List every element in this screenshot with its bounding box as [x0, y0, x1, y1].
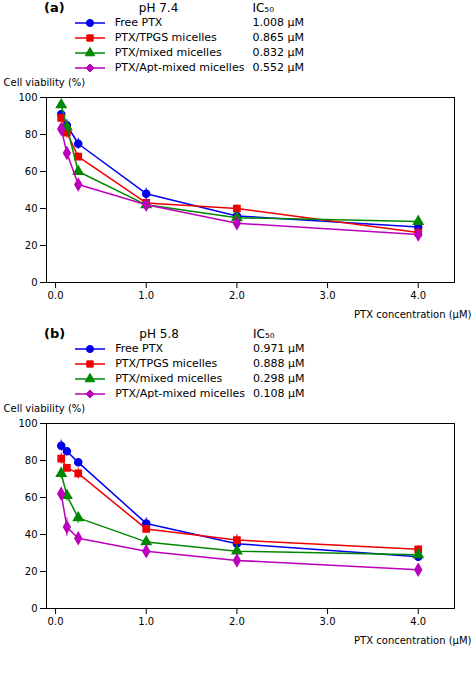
svg-text:1.0: 1.0 [138, 616, 154, 627]
html-text:0.888 μM: 0.888 μM [253, 357, 305, 370]
svg-text:0: 0 [31, 277, 37, 288]
svg-text:60: 60 [25, 492, 38, 503]
html-text:0.298 μM: 0.298 μM [253, 372, 305, 385]
svg-text:2.0: 2.0 [229, 290, 245, 301]
svg-text:3.0: 3.0 [320, 616, 336, 627]
svg-text:20: 20 [25, 566, 38, 577]
html-text:1.008 μM: 1.008 μM [252, 16, 304, 29]
html-text:PTX/mixed micelles: PTX/mixed micelles [114, 46, 222, 59]
html-text:PTX/Apt-mixed micelles: PTX/Apt-mixed micelles [114, 61, 245, 74]
svg-text:80: 80 [25, 129, 38, 140]
html-text:0.971 μM: 0.971 μM [253, 342, 305, 355]
svg-text:20: 20 [25, 240, 38, 251]
html-text:Free PTX: Free PTX [114, 16, 163, 29]
html-text:0.832 μM: 0.832 μM [252, 46, 304, 59]
svg-text:0.0: 0.0 [48, 290, 64, 301]
svg-text:3.0: 3.0 [320, 290, 336, 301]
svg-text:4.0: 4.0 [410, 290, 426, 301]
svg-text:Cell viability (%): Cell viability (%) [4, 77, 86, 88]
svg-text:100: 100 [18, 92, 37, 103]
html-text:Free PTX: Free PTX [115, 342, 163, 355]
svg-text:Cell viability (%): Cell viability (%) [4, 403, 86, 414]
html-text:0.552 μM: 0.552 μM [252, 61, 304, 74]
html-text:IC₅₀: IC₅₀ [253, 326, 275, 341]
svg-text:40: 40 [25, 529, 38, 540]
svg-text:80: 80 [25, 455, 38, 466]
html-text:IC₅₀: IC₅₀ [252, 0, 274, 15]
svg-text:60: 60 [25, 166, 38, 177]
html-text:PTX/TPGS micelles: PTX/TPGS micelles [115, 357, 218, 370]
svg-text:PTX concentration (μM): PTX concentration (μM) [354, 309, 471, 320]
html-text:pH 5.8: pH 5.8 [139, 326, 179, 341]
svg-text:0.0: 0.0 [48, 616, 64, 627]
svg-text:4.0: 4.0 [410, 616, 426, 627]
svg-text:40: 40 [25, 203, 38, 214]
html-text:PTX/Apt-mixed micelles: PTX/Apt-mixed micelles [115, 387, 245, 400]
html-text:(a): (a) [44, 0, 65, 15]
html-text:0.865 μM: 0.865 μM [252, 31, 304, 44]
svg-text:100: 100 [18, 418, 37, 429]
svg-text:2.0: 2.0 [229, 616, 245, 627]
html-text:pH 7.4: pH 7.4 [138, 0, 179, 15]
html-text:PTX/mixed micelles: PTX/mixed micelles [115, 372, 223, 385]
html-text:PTX/TPGS micelles: PTX/TPGS micelles [114, 31, 217, 44]
html-text:0.108 μM: 0.108 μM [253, 387, 305, 400]
svg-text:PTX concentration (μM): PTX concentration (μM) [354, 635, 471, 646]
svg-text:0: 0 [31, 603, 37, 614]
svg-text:1.0: 1.0 [138, 290, 154, 301]
html-text:(b): (b) [44, 326, 66, 341]
